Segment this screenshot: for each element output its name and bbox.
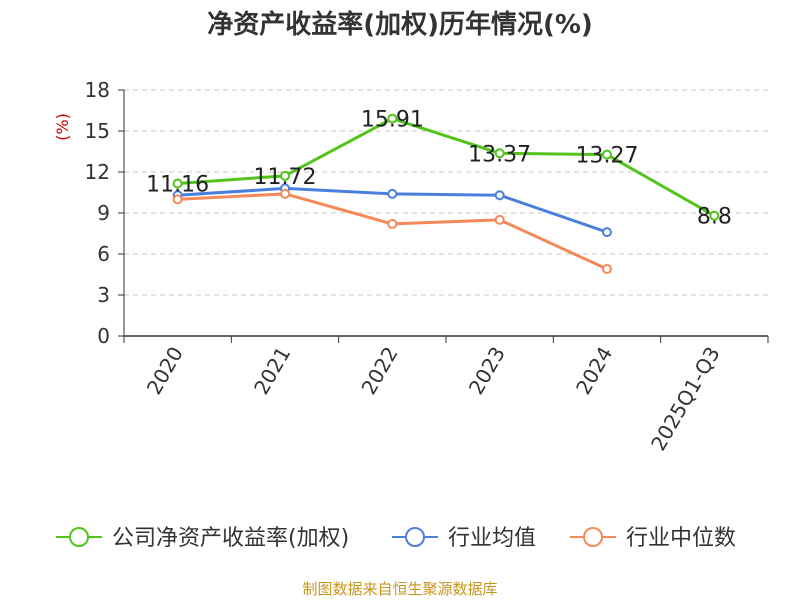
- data-label: 11.72: [254, 165, 317, 190]
- x-tick-label: 2024: [571, 343, 617, 399]
- y-tick-label: 18: [85, 78, 110, 102]
- data-label: 13.37: [468, 142, 531, 167]
- legend-label: 行业均值: [448, 526, 536, 551]
- data-point: [494, 190, 505, 201]
- data-label: 8.8: [697, 205, 732, 230]
- series-line: [177, 117, 716, 218]
- x-tick-label: 2020: [142, 343, 188, 399]
- source-note: 制图数据来自恒生聚源数据库: [302, 580, 498, 598]
- data-point: [602, 264, 612, 275]
- data-labels: 11.16 11.72 15.91 13.37 13.27 8.8: [146, 108, 732, 230]
- data-point: [387, 113, 398, 124]
- data-point: [602, 227, 612, 238]
- data-point: [494, 214, 505, 225]
- y-tick-label: 15: [85, 119, 110, 143]
- x-tick-label: 2023: [464, 342, 510, 398]
- data-label: 15.91: [361, 108, 424, 133]
- y-tick-label: 3: [97, 283, 110, 307]
- data-point: [280, 188, 290, 199]
- y-tick-label: 9: [97, 201, 110, 225]
- y-tick-label: 6: [97, 242, 110, 266]
- data-point: [172, 194, 183, 205]
- data-point: [602, 149, 612, 160]
- data-label: 11.16: [146, 172, 209, 197]
- data-label: 13.27: [576, 144, 639, 169]
- data-point: [387, 218, 398, 229]
- data-point: [709, 210, 720, 221]
- data-point: [172, 178, 183, 189]
- y-axis-label: (%): [53, 113, 72, 141]
- x-tick-label: 2025Q1-Q3: [646, 343, 725, 455]
- data-point: [494, 148, 505, 159]
- chart-title: 净资产收益率(加权)历年情况(%): [207, 10, 593, 40]
- legend-swatch-marker: [583, 527, 603, 547]
- legend-label: 行业中位数: [626, 526, 736, 551]
- x-tick-label: 2021: [249, 343, 295, 399]
- legend-swatch-marker: [405, 527, 425, 547]
- series-layer: [172, 113, 720, 275]
- legend-label: 公司净资产收益率(加权): [112, 526, 349, 551]
- axes: 0 3 6 9 12 15 18 (%) 2020 2021 2022 2023 2024 2025Q1-…: [53, 78, 769, 455]
- legend: 公司净资产收益率(加权) 行业均值 行业中位数: [56, 526, 736, 551]
- y-tick-label: 0: [97, 324, 110, 348]
- x-tick-label: 2022: [356, 343, 402, 399]
- legend-swatch-marker: [69, 527, 89, 547]
- y-tick-label: 12: [85, 160, 110, 184]
- data-point: [387, 188, 398, 199]
- data-point: [280, 170, 290, 181]
- series-line: [177, 192, 608, 271]
